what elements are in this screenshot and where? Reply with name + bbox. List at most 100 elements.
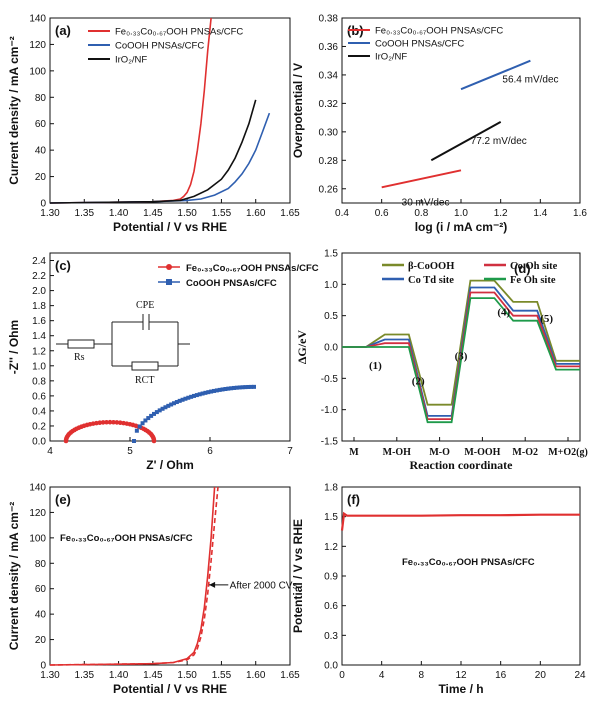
x-tick-label: M+O2(g) bbox=[548, 447, 588, 458]
legend-entry: IrO₂/NF bbox=[375, 52, 407, 63]
x-tick-label: 1.65 bbox=[280, 208, 300, 219]
data-point bbox=[104, 419, 109, 425]
data-point bbox=[163, 405, 168, 410]
energy-path bbox=[342, 279, 580, 406]
energy-path bbox=[342, 297, 580, 424]
data-point bbox=[249, 384, 254, 389]
x-axis-label: Potential / V vs RHE bbox=[113, 682, 227, 696]
y-tick-label: 0.9 bbox=[324, 572, 338, 583]
x-axis-label: log (i / mA cm⁻²) bbox=[415, 220, 508, 234]
step-label: (3) bbox=[455, 351, 468, 363]
plot-frame bbox=[49, 252, 291, 442]
panel-4: -1.5 -1.0 -0.5 0.0 0.5 1.0 1.5 Reaction coordin… bbox=[295, 249, 588, 473]
x-tick-label: M-OH bbox=[383, 447, 412, 458]
annotation-label: After 2000 CVs bbox=[230, 580, 298, 591]
y-tick-label: 2.2 bbox=[32, 271, 46, 282]
legend-entry: Co Td site bbox=[408, 275, 454, 286]
data-point bbox=[180, 397, 185, 402]
series-line bbox=[49, 486, 219, 666]
y-tick-label: 1.4 bbox=[32, 331, 46, 342]
data-point bbox=[183, 396, 188, 401]
x-tick-label: 1.35 bbox=[75, 208, 95, 219]
data-point bbox=[243, 385, 248, 390]
data-point bbox=[137, 424, 142, 429]
x-tick-label: 16 bbox=[495, 670, 507, 681]
y-tick-label: 0.26 bbox=[319, 184, 339, 195]
y-tick-label: 0.6 bbox=[32, 391, 46, 402]
series-line bbox=[49, 486, 216, 666]
x-tick-label: 8 bbox=[419, 670, 425, 681]
fit-line bbox=[381, 169, 462, 189]
y-tick-label: 1.8 bbox=[324, 483, 338, 494]
x-tick-label: 1.4 bbox=[533, 208, 547, 219]
data-point bbox=[206, 390, 211, 395]
circuit-diagram bbox=[56, 314, 190, 371]
y-axis-label: -Z'' / Ohm bbox=[7, 320, 21, 374]
data-point bbox=[94, 420, 99, 426]
sample-label: Fe₀.₃₃Co₀.₆₇OOH PNSAs/CFC bbox=[402, 557, 535, 568]
x-tick-label: 1.60 bbox=[246, 670, 266, 681]
x-tick-label: 1.55 bbox=[212, 208, 232, 219]
x-tick-label: 6 bbox=[207, 446, 213, 457]
legend-entry: β-CoOOH bbox=[408, 261, 454, 272]
data-point bbox=[134, 428, 139, 433]
data-point bbox=[169, 402, 174, 407]
series-line bbox=[340, 511, 580, 531]
data-point bbox=[226, 386, 231, 391]
data-point bbox=[240, 385, 245, 390]
y-tick-label: 0.28 bbox=[319, 156, 339, 167]
x-tick-label: 7 bbox=[287, 446, 293, 457]
circuit-label-rs: Rs bbox=[74, 352, 85, 363]
resistor-rct bbox=[131, 361, 159, 371]
y-tick-label: 0.38 bbox=[319, 14, 339, 25]
y-tick-label: 0.0 bbox=[324, 343, 338, 354]
circuit-label-cpe: CPE bbox=[136, 300, 154, 311]
data-point bbox=[160, 406, 165, 411]
y-tick-label: 0 bbox=[40, 199, 46, 210]
legend-entry: Fe₀.₃₃Co₀.₆₇OOH PNSAs/CFC bbox=[375, 26, 503, 37]
x-tick-label: 0 bbox=[339, 670, 345, 681]
data-point bbox=[214, 388, 219, 393]
y-tick-label: 100 bbox=[29, 533, 46, 544]
y-tick-label: 0.0 bbox=[324, 661, 338, 672]
panel-3: 4 5 6 7 0.0 0.2 0.4 0.6 0.8 1.0 1.2 1.4 1.6 1.8 2.0 2.2… bbox=[7, 252, 319, 472]
y-tick-label: 1.8 bbox=[32, 301, 46, 312]
y-tick-label: 2.4 bbox=[32, 256, 46, 267]
fit-line bbox=[430, 121, 502, 162]
data-point bbox=[237, 385, 242, 390]
plot-frame bbox=[49, 486, 291, 666]
y-tick-label: 120 bbox=[29, 508, 46, 519]
data-point bbox=[111, 419, 116, 425]
panel-1: 1.30 1.35 1.40 1.45 1.50 1.55 1.60 1.65 0 20 40 60 8… bbox=[7, 14, 300, 235]
y-axis-label: Potential / V vs RHE bbox=[291, 519, 305, 633]
data-point bbox=[223, 387, 228, 392]
plot-frame bbox=[49, 17, 291, 204]
data-point bbox=[100, 420, 106, 425]
x-tick-label: 1.55 bbox=[212, 670, 232, 681]
x-tick-label: M-O2 bbox=[512, 447, 538, 458]
y-tick-label: 20 bbox=[35, 635, 47, 646]
x-tick-label: 4 bbox=[47, 446, 53, 457]
y-tick-label: 0.8 bbox=[32, 376, 46, 387]
x-tick-label: 1.30 bbox=[40, 670, 60, 681]
y-tick-label: 1.5 bbox=[324, 512, 338, 523]
x-tick-label: 1.30 bbox=[40, 208, 60, 219]
y-tick-label: -1.5 bbox=[321, 437, 339, 448]
legend-entry: Fe₀.₃₃Co₀.₆₇OOH PNSAs/CFC bbox=[115, 27, 243, 38]
data-point bbox=[232, 385, 236, 390]
x-tick-label: 1.60 bbox=[246, 208, 266, 219]
x-tick-label: 1.45 bbox=[143, 670, 163, 681]
data-point bbox=[252, 384, 256, 389]
series-line bbox=[49, 99, 257, 204]
x-tick-label: 12 bbox=[455, 670, 467, 681]
y-tick-label: 80 bbox=[35, 559, 47, 570]
y-tick-label: 0.0 bbox=[32, 437, 46, 448]
y-tick-label: -0.5 bbox=[321, 374, 339, 385]
x-tick-label: 24 bbox=[574, 670, 586, 681]
panel-label: (e) bbox=[55, 492, 71, 507]
data-point bbox=[174, 400, 179, 405]
arrow-head bbox=[209, 581, 216, 588]
y-tick-label: 140 bbox=[29, 14, 46, 25]
data-point bbox=[151, 438, 157, 444]
